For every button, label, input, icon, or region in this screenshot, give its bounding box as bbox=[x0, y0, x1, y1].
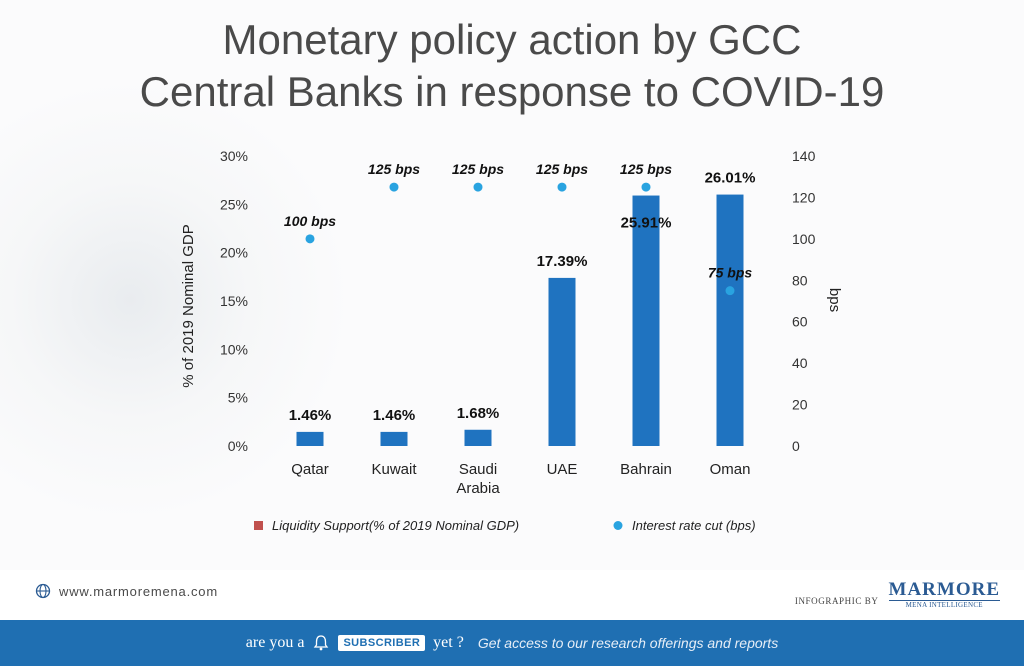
y2-tick-label: 0 bbox=[792, 438, 800, 454]
rate-cut-label: 125 bps bbox=[620, 161, 672, 177]
y-tick-label: 25% bbox=[220, 196, 248, 212]
bar bbox=[464, 429, 492, 446]
subscribe-banner[interactable]: are you a SUBSCRIBER yet ? Get access to… bbox=[0, 620, 1024, 666]
bar bbox=[632, 195, 660, 446]
category-label: Kuwait bbox=[371, 461, 417, 478]
bar bbox=[296, 431, 324, 446]
rate-cut-label: 100 bps bbox=[284, 213, 336, 229]
legend-label-rate-cut: Interest rate cut (bps) bbox=[632, 518, 756, 533]
banner-text-2: yet ? bbox=[433, 634, 464, 651]
y2-tick-label: 60 bbox=[792, 314, 808, 330]
bar bbox=[716, 194, 744, 446]
y2-tick-label: 120 bbox=[792, 189, 816, 205]
brand: INFOGRAPHIC BY MARMORE MENA INTELLIGENCE bbox=[795, 580, 1000, 609]
legend-label-liquidity: Liquidity Support(% of 2019 Nominal GDP) bbox=[272, 518, 519, 533]
category-label: Qatar bbox=[291, 461, 329, 478]
category-label: Arabia bbox=[456, 480, 500, 497]
logo-name: MARMORE bbox=[888, 579, 1000, 600]
y-tick-label: 0% bbox=[228, 438, 248, 454]
subscriber-badge[interactable]: SUBSCRIBER bbox=[338, 635, 426, 651]
globe-icon bbox=[35, 583, 51, 599]
bar-value-label: 1.46% bbox=[373, 407, 416, 424]
bar bbox=[380, 431, 408, 446]
y2-tick-label: 100 bbox=[792, 231, 816, 247]
rate-cut-label: 125 bps bbox=[452, 161, 504, 177]
y2-tick-label: 40 bbox=[792, 355, 808, 371]
rate-cut-point bbox=[305, 234, 315, 244]
y2-tick-label: 80 bbox=[792, 272, 808, 288]
infographic-by-label: INFOGRAPHIC BY bbox=[794, 595, 879, 606]
chart: 0% 5% 10% 15% 20% 25% 30% 0 20 40 60 80 100 120 140 % o… bbox=[180, 148, 843, 533]
y2-tick-label: 140 bbox=[792, 148, 816, 164]
rate-cut-label: 125 bps bbox=[368, 161, 420, 177]
category-label: Saudi bbox=[459, 461, 497, 478]
category-label: UAE bbox=[547, 461, 578, 478]
bar bbox=[548, 277, 576, 446]
y2-axis-title: bps bbox=[826, 288, 843, 312]
rate-cut-label: 125 bps bbox=[536, 161, 588, 177]
bar-value-label: 1.68% bbox=[457, 405, 500, 422]
rate-cut-point bbox=[389, 182, 399, 192]
marmore-logo: MARMORE MENA INTELLIGENCE bbox=[888, 579, 1000, 609]
category-label: Bahrain bbox=[620, 461, 672, 478]
logo-tagline: MENA INTELLIGENCE bbox=[888, 600, 1000, 609]
rate-cut-label: 75 bps bbox=[708, 265, 753, 281]
bell-icon bbox=[314, 635, 329, 651]
y-axis-title: % of 2019 Nominal GDP bbox=[180, 224, 197, 387]
bar-value-label: 25.91% bbox=[621, 215, 672, 232]
page-title: Monetary policy action by GCC Central Ba… bbox=[0, 14, 1024, 118]
rate-cut-point bbox=[473, 182, 483, 192]
y-tick-label: 10% bbox=[220, 341, 248, 357]
y-tick-label: 5% bbox=[228, 390, 248, 406]
bar-value-label: 26.01% bbox=[705, 170, 756, 187]
legend-swatch-rate-cut bbox=[613, 521, 623, 530]
category-label: Oman bbox=[710, 461, 751, 478]
footer-strip bbox=[0, 570, 1024, 620]
website-text: www.marmoremena.com bbox=[59, 583, 218, 599]
title-line-1: Monetary policy action by GCC bbox=[222, 16, 802, 63]
bar-value-label: 1.46% bbox=[289, 407, 332, 424]
title-line-2: Central Banks in response to COVID-19 bbox=[139, 68, 885, 115]
y2-tick-label: 20 bbox=[792, 397, 808, 413]
rate-cut-point bbox=[725, 286, 735, 296]
y-tick-label: 20% bbox=[220, 245, 248, 261]
banner-text-1: are you a bbox=[245, 634, 305, 651]
bar-value-label: 17.39% bbox=[537, 253, 588, 270]
y-tick-label: 15% bbox=[220, 293, 248, 309]
legend-swatch-liquidity bbox=[254, 521, 263, 530]
y-tick-label: 30% bbox=[220, 148, 248, 164]
rate-cut-point bbox=[557, 182, 567, 192]
banner-cta[interactable]: Get access to our research offerings and… bbox=[477, 635, 779, 651]
rate-cut-point bbox=[641, 182, 651, 192]
website-link[interactable]: www.marmoremena.com bbox=[35, 583, 218, 599]
